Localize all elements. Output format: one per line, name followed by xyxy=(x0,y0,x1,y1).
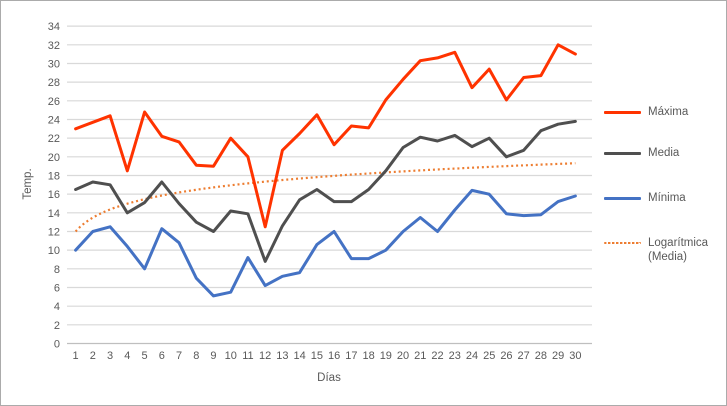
legend-label-logaritmica: Logarítmica (Media) xyxy=(648,237,709,263)
y-tick-label: 0 xyxy=(54,339,60,351)
x-tick-label: 26 xyxy=(500,350,512,362)
y-tick-label: 16 xyxy=(48,189,60,201)
y-tick-label: 4 xyxy=(54,301,60,313)
y-tick-label: 32 xyxy=(48,40,60,52)
x-tick-label: 2 xyxy=(90,350,96,362)
x-tick-label: 14 xyxy=(294,350,306,362)
x-tick-label: 1 xyxy=(73,350,79,362)
x-tick-label: 11 xyxy=(242,350,253,362)
x-tick-label: 21 xyxy=(414,350,426,362)
series-line-maxima[interactable] xyxy=(74,43,577,229)
series-line-media[interactable] xyxy=(74,119,577,263)
legend-label-maxima: Máxima xyxy=(648,106,689,118)
x-tick-label: 4 xyxy=(124,350,130,362)
x-tick-label: 8 xyxy=(193,350,199,362)
y-tick-label: 30 xyxy=(48,58,60,70)
y-tick-label: 14 xyxy=(48,208,60,220)
x-tick-label: 18 xyxy=(362,350,374,362)
x-tick-label: 7 xyxy=(176,350,182,362)
trendline-logaritmica-media[interactable] xyxy=(74,162,576,233)
y-tick-label: 24 xyxy=(48,114,60,126)
x-tick-label: 29 xyxy=(552,350,564,362)
x-tick-label: 3 xyxy=(107,350,113,362)
legend: Máxima Media Mínima Logarítmica (Media) xyxy=(602,1,726,405)
y-tick-label: 2 xyxy=(54,320,60,332)
x-tick-label: 5 xyxy=(141,350,147,362)
y-tick-label: 28 xyxy=(48,77,60,89)
y-tick-label: 12 xyxy=(48,226,60,238)
legend-label-media: Media xyxy=(648,147,680,159)
y-tick-label: 26 xyxy=(48,96,60,108)
x-tick-label: 10 xyxy=(225,350,237,362)
y-tick-label: 18 xyxy=(48,170,60,182)
x-tick-label: 12 xyxy=(259,350,271,362)
legend-label-minima: Mínima xyxy=(648,192,686,204)
gridlines xyxy=(67,25,592,345)
legend-item-maxima[interactable]: Máxima xyxy=(604,105,688,119)
y-tick-label: 6 xyxy=(54,282,60,294)
y-axis-title: Temp. xyxy=(22,168,34,200)
x-tick-label: 19 xyxy=(380,350,392,362)
x-tick-label: 25 xyxy=(483,350,495,362)
x-tick-label: 16 xyxy=(328,350,340,362)
y-tick-label: 20 xyxy=(48,152,60,164)
x-tick-label: 22 xyxy=(431,350,443,362)
x-tick-label: 27 xyxy=(518,350,530,362)
x-tick-label: 9 xyxy=(210,350,216,362)
y-tick-label: 10 xyxy=(48,245,60,257)
x-tick-label: 24 xyxy=(466,350,478,362)
legend-item-minima[interactable]: Mínima xyxy=(604,191,686,205)
y-tick-label: 22 xyxy=(48,133,60,145)
x-tick-label: 28 xyxy=(535,350,547,362)
x-tick-label: 6 xyxy=(159,350,165,362)
legend-item-logaritmica[interactable]: Logarítmica (Media) xyxy=(604,236,724,264)
x-tick-label: 17 xyxy=(345,350,357,362)
legend-line-sample-minima xyxy=(604,197,641,200)
x-tick-labels: 1 2 3 4 5 6 7 8 9 10 11 12 13 14 15 16 17 18 19 20 21 22 23 24 2… xyxy=(73,350,582,362)
x-tick-label: 15 xyxy=(311,350,323,362)
legend-line-sample-media xyxy=(604,152,641,155)
legend-trendline-sample xyxy=(604,242,641,244)
y-tick-label: 8 xyxy=(54,264,60,276)
series-line-minima[interactable] xyxy=(74,188,577,298)
x-tick-label: 23 xyxy=(449,350,461,362)
x-tick-label: 13 xyxy=(276,350,288,362)
x-tick-label: 30 xyxy=(569,350,581,362)
legend-line-sample-maxima xyxy=(604,111,641,114)
legend-item-media[interactable]: Media xyxy=(604,146,679,160)
x-axis-title: Días xyxy=(317,372,341,384)
x-tick-label: 20 xyxy=(397,350,409,362)
y-tick-label: 34 xyxy=(48,21,60,33)
